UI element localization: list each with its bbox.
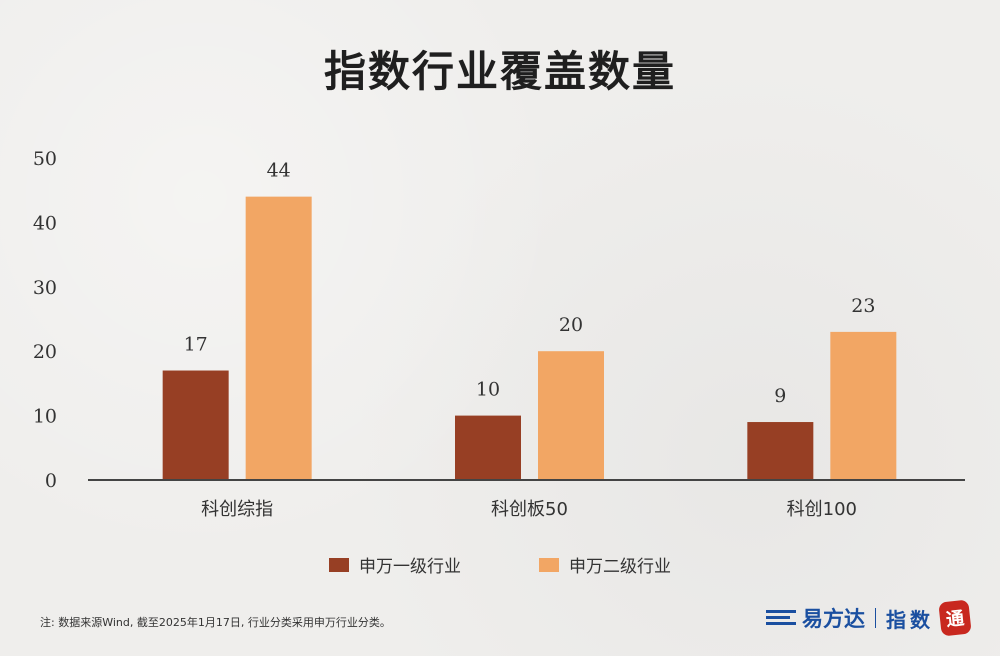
- data-label: 10: [476, 379, 500, 401]
- data-label: 20: [559, 314, 583, 336]
- legend-swatch-series-2: [539, 557, 559, 572]
- brand-product: 指数: [886, 607, 934, 632]
- seal-icon: 通: [938, 599, 972, 637]
- y-tick-label: 20: [33, 341, 57, 363]
- bar-2-3: [830, 331, 897, 480]
- bar-1-2: [455, 415, 521, 480]
- bar-1-3: [747, 422, 814, 480]
- data-label: 23: [851, 295, 875, 317]
- brand-divider: [875, 608, 876, 628]
- legend-swatch-series-1: [329, 557, 349, 572]
- bars: 17 44 10 20 9 23: [162, 160, 897, 480]
- brand-name: 易方达: [802, 607, 865, 631]
- x-tick-label: 科创板50: [491, 499, 568, 520]
- chart-title: 指数行业覆盖数量: [323, 47, 676, 96]
- bar-2-2: [538, 351, 604, 480]
- legend: 申万一级行业 申万二级行业: [0, 552, 1000, 577]
- y-axis: 0 10 20 30 40 50: [33, 148, 57, 492]
- efund-logo-icon: [766, 608, 796, 628]
- data-label: 17: [184, 334, 208, 356]
- legend-item-series-1: 申万一级行业: [329, 552, 461, 577]
- bar-1-1: [162, 370, 229, 480]
- y-tick-label: 0: [45, 470, 57, 492]
- y-tick-label: 10: [33, 406, 57, 428]
- bar-2-1: [245, 196, 312, 480]
- y-tick-label: 40: [33, 212, 57, 234]
- x-tick-label: 科创综指: [201, 499, 273, 520]
- footnote: 注: 数据来源Wind, 截至2025年1月17日, 行业分类采用申万行业分类。: [40, 616, 391, 629]
- legend-item-series-2: 申万二级行业: [539, 552, 671, 577]
- data-label: 44: [267, 160, 291, 182]
- y-tick-label: 50: [33, 148, 57, 170]
- x-axis: 科创综指 科创板50 科创100: [88, 479, 965, 520]
- data-label: 9: [774, 385, 786, 407]
- legend-label-series-2: 申万二级行业: [569, 557, 671, 577]
- x-tick-label: 科创100: [787, 499, 857, 520]
- legend-label-series-1: 申万一级行业: [359, 557, 461, 577]
- y-tick-label: 30: [33, 277, 57, 299]
- brand-logo: 易方达 指数 通: [766, 598, 972, 638]
